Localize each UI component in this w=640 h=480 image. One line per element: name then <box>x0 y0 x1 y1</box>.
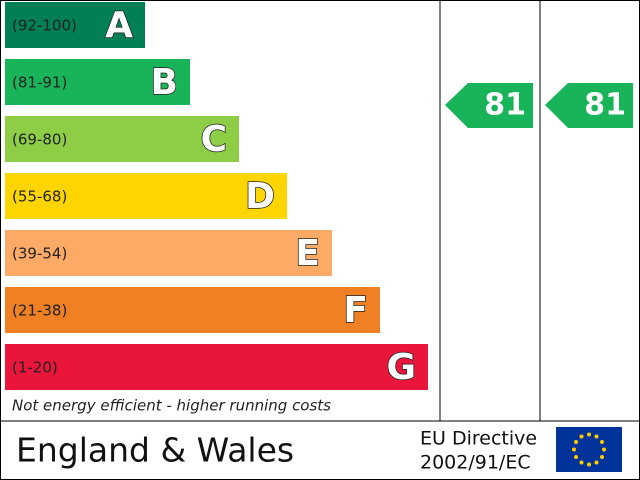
band <box>5 59 190 105</box>
star <box>594 460 599 465</box>
directive: 2002/91/EC <box>420 452 531 474</box>
band-range: (39-54) <box>12 245 67 263</box>
band-letter: F <box>343 290 368 331</box>
band-range: (55-68) <box>12 188 67 206</box>
current-arrow <box>445 83 533 128</box>
potential-rating: 81 <box>584 88 626 123</box>
potential-arrow <box>545 83 633 128</box>
star <box>587 462 591 467</box>
eu-flag <box>556 427 622 472</box>
band-letter: G <box>386 347 416 388</box>
star <box>572 447 576 452</box>
band <box>5 116 239 162</box>
band <box>5 344 428 390</box>
band-letter: A <box>105 5 133 46</box>
star <box>587 432 591 437</box>
band-letter: C <box>201 119 227 160</box>
star <box>599 440 604 444</box>
star <box>574 455 579 459</box>
star <box>599 455 604 459</box>
star <box>579 460 584 465</box>
band-range: (81-91) <box>12 74 67 92</box>
band-range: (69-80) <box>12 131 67 149</box>
band-range: (92-100) <box>12 17 77 35</box>
band-letter: E <box>295 233 320 274</box>
band-letter: B <box>151 62 178 103</box>
band <box>5 173 287 219</box>
band <box>5 2 145 48</box>
star <box>579 434 584 439</box>
star <box>574 440 579 444</box>
band-range: (21-38) <box>12 302 67 320</box>
star <box>602 447 606 452</box>
region: England & Wales <box>16 431 294 470</box>
current-rating: 81 <box>484 88 526 123</box>
footer-note: Not energy efficient - higher running co… <box>12 397 331 415</box>
band-range: (1-20) <box>12 359 58 377</box>
directive: EU Directive <box>420 428 537 450</box>
star <box>594 434 599 439</box>
band-letter: D <box>245 176 275 217</box>
band <box>5 230 332 276</box>
band <box>5 287 380 333</box>
